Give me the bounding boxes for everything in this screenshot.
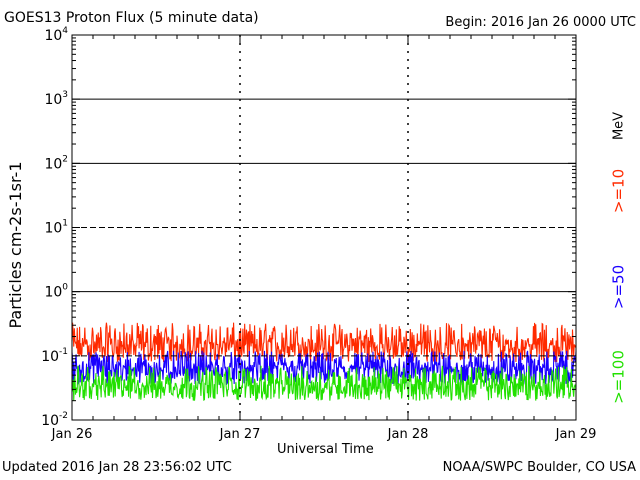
y-tick-label: 103 (44, 90, 68, 108)
begin-date: Begin: 2016 Jan 26 0000 UTC (445, 15, 636, 30)
y-tick-label: 102 (44, 154, 68, 172)
y-axis-label: Particles cm-2s-1sr-1 (6, 161, 25, 329)
series-line-2 (71, 350, 577, 386)
legend-ge50: >=50 (609, 264, 628, 310)
legend-ge10: >=10 (609, 168, 628, 214)
y-tick-label: 100 (44, 283, 68, 301)
credit-text: NOAA/SWPC Boulder, CO USA (442, 460, 636, 475)
x-axis-label: Universal Time (277, 442, 374, 457)
x-tick-label: Jan 27 (219, 427, 261, 442)
y-tick-label: 104 (44, 26, 68, 44)
x-tick-label: Jan 28 (387, 427, 429, 442)
x-tick-label: Jan 26 (51, 427, 93, 442)
y-tick-label: 101 (44, 219, 68, 237)
chart-title: GOES13 Proton Flux (5 minute data) (4, 10, 259, 26)
x-tick-label: Jan 29 (555, 427, 597, 442)
updated-timestamp: Updated 2016 Jan 28 23:56:02 UTC (2, 460, 232, 475)
y-tick-label: 10-1 (41, 347, 68, 365)
y-tick-label: 10-2 (41, 411, 68, 429)
series-line-3 (71, 365, 577, 402)
unit-label-mev: MeV (611, 111, 627, 141)
series-line-1 (71, 322, 577, 363)
legend-ge100: >=100 (609, 350, 628, 404)
